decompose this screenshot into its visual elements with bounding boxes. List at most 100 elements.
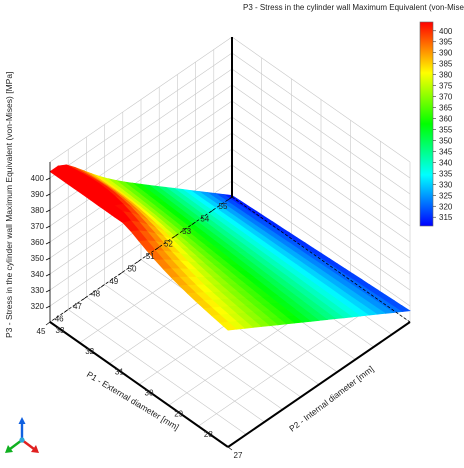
y-tick-mark <box>198 425 203 430</box>
z-tick-label: 330 <box>31 286 45 295</box>
grid-line <box>231 84 411 211</box>
colorbar-tick-label: 335 <box>439 169 453 178</box>
z-tick-mark <box>45 177 51 181</box>
grid-line <box>49 116 233 243</box>
colorbar-tick-label: 395 <box>439 38 453 47</box>
y-axis-line <box>227 321 411 448</box>
colorbar-tick-label: 380 <box>439 71 453 80</box>
x-tick-label: 55 <box>219 202 228 211</box>
z-tick-mark <box>45 193 51 197</box>
grid-line <box>231 116 411 243</box>
x-tick-label: 48 <box>91 290 100 299</box>
y-tick-mark <box>138 384 144 388</box>
axis-triad-icon <box>5 417 39 453</box>
y-axis-label: P2 - Internal diameter [mm] <box>287 364 375 434</box>
surface-patch <box>219 321 238 331</box>
x-tick-mark <box>209 209 215 213</box>
colorbar-tick-label: 325 <box>439 191 453 200</box>
colorbar-tick-label: 320 <box>439 202 453 211</box>
x-tick-label: 53 <box>182 227 191 236</box>
y-axis-back-line <box>231 196 411 323</box>
x-tick-mark <box>136 259 142 263</box>
colorbar-gradient <box>419 21 434 227</box>
grid-right-wall <box>231 36 411 322</box>
z-tick-label: 320 <box>31 302 45 311</box>
z-axis-label: P3 - Stress in the cylinder wall Maximum… <box>4 72 14 338</box>
grid-line <box>49 100 233 227</box>
y-tick-mark <box>227 446 233 451</box>
grid-line <box>231 100 411 227</box>
y-tick-label: 32 <box>85 347 94 356</box>
y-axis-ticks: 27 28 29 30 31 32 33 <box>49 321 243 460</box>
y-tick-label: 30 <box>145 389 154 398</box>
colorbar-tick-label: 400 <box>439 27 453 36</box>
y-tick-label: 33 <box>56 326 65 335</box>
grid-line <box>231 148 411 275</box>
colorbar-tick-label: 365 <box>439 104 453 113</box>
y-tick-mark <box>49 321 55 326</box>
y-tick-mark <box>168 405 173 409</box>
z-tick-label: 400 <box>31 174 45 183</box>
colorbar-tick-label: 375 <box>439 82 453 91</box>
colorbar-tick-label: 390 <box>439 49 453 58</box>
x-tick-label: 54 <box>200 215 209 224</box>
z-tick-mark <box>45 241 51 245</box>
z-tick-mark <box>45 289 51 293</box>
y-tick-mark <box>109 363 114 367</box>
colorbar-tick-label: 385 <box>439 60 453 69</box>
grid-line <box>231 52 411 179</box>
grid-line <box>231 180 411 307</box>
x-tick-label: 52 <box>164 240 173 249</box>
z-tick-label: 370 <box>31 222 45 231</box>
colorbar-tick-label: 350 <box>439 136 453 145</box>
grid-line <box>231 36 411 163</box>
x-tick-mark <box>227 196 233 201</box>
y-tick-label: 28 <box>204 430 213 439</box>
z-tick-mark <box>45 305 51 309</box>
x-tick-mark <box>118 271 124 276</box>
z-tick-mark <box>45 273 51 277</box>
z-tick-mark <box>45 209 51 213</box>
z-tick-label: 380 <box>31 206 45 215</box>
colorbar-tick-label: 340 <box>439 158 453 167</box>
x-tick-label: 47 <box>73 302 82 311</box>
y-tick-mark <box>79 342 84 347</box>
z-tick-mark <box>45 257 51 261</box>
grid-line <box>231 164 411 291</box>
x-tick-label: 49 <box>109 277 118 286</box>
x-tick-label: 50 <box>128 265 137 274</box>
stress-surface <box>49 164 411 331</box>
y-tick-label: 29 <box>174 409 183 418</box>
x-tick-label: 51 <box>146 252 155 261</box>
z-axis-ticks: 320 330 340 350 360 370 380 390 400 <box>31 174 51 311</box>
z-tick-mark <box>45 225 51 229</box>
x-axis-ticks: 45 46 47 48 49 50 51 52 53 54 55 <box>37 196 233 336</box>
grid-line <box>231 132 411 259</box>
colorbar-tick-label: 315 <box>439 213 453 222</box>
x-tick-label: 46 <box>55 315 64 324</box>
x-tick-mark <box>100 284 105 288</box>
y-tick-label: 31 <box>115 368 124 377</box>
x-tick-mark <box>154 246 160 251</box>
z-tick-label: 350 <box>31 254 45 263</box>
x-tick-mark <box>82 296 87 301</box>
colorbar-tick-label: 355 <box>439 125 453 134</box>
grid-line <box>231 68 411 195</box>
colorbar-tick-label: 345 <box>439 147 453 156</box>
grid-line <box>198 300 381 427</box>
y-tick-label: 27 <box>234 451 243 460</box>
colorbar-tick-label: 370 <box>439 93 453 102</box>
colorbar-tick-label: 360 <box>439 115 453 124</box>
z-tick-label: 390 <box>31 190 45 199</box>
x-tick-mark <box>63 309 69 313</box>
x-tick-mark <box>173 234 178 238</box>
grid-line <box>49 52 233 179</box>
z-tick-label: 360 <box>31 238 45 247</box>
colorbar-tick-label: 330 <box>439 180 453 189</box>
x-tick-mark <box>45 321 51 326</box>
z-tick-label: 340 <box>31 270 45 279</box>
grid-line <box>49 36 233 163</box>
